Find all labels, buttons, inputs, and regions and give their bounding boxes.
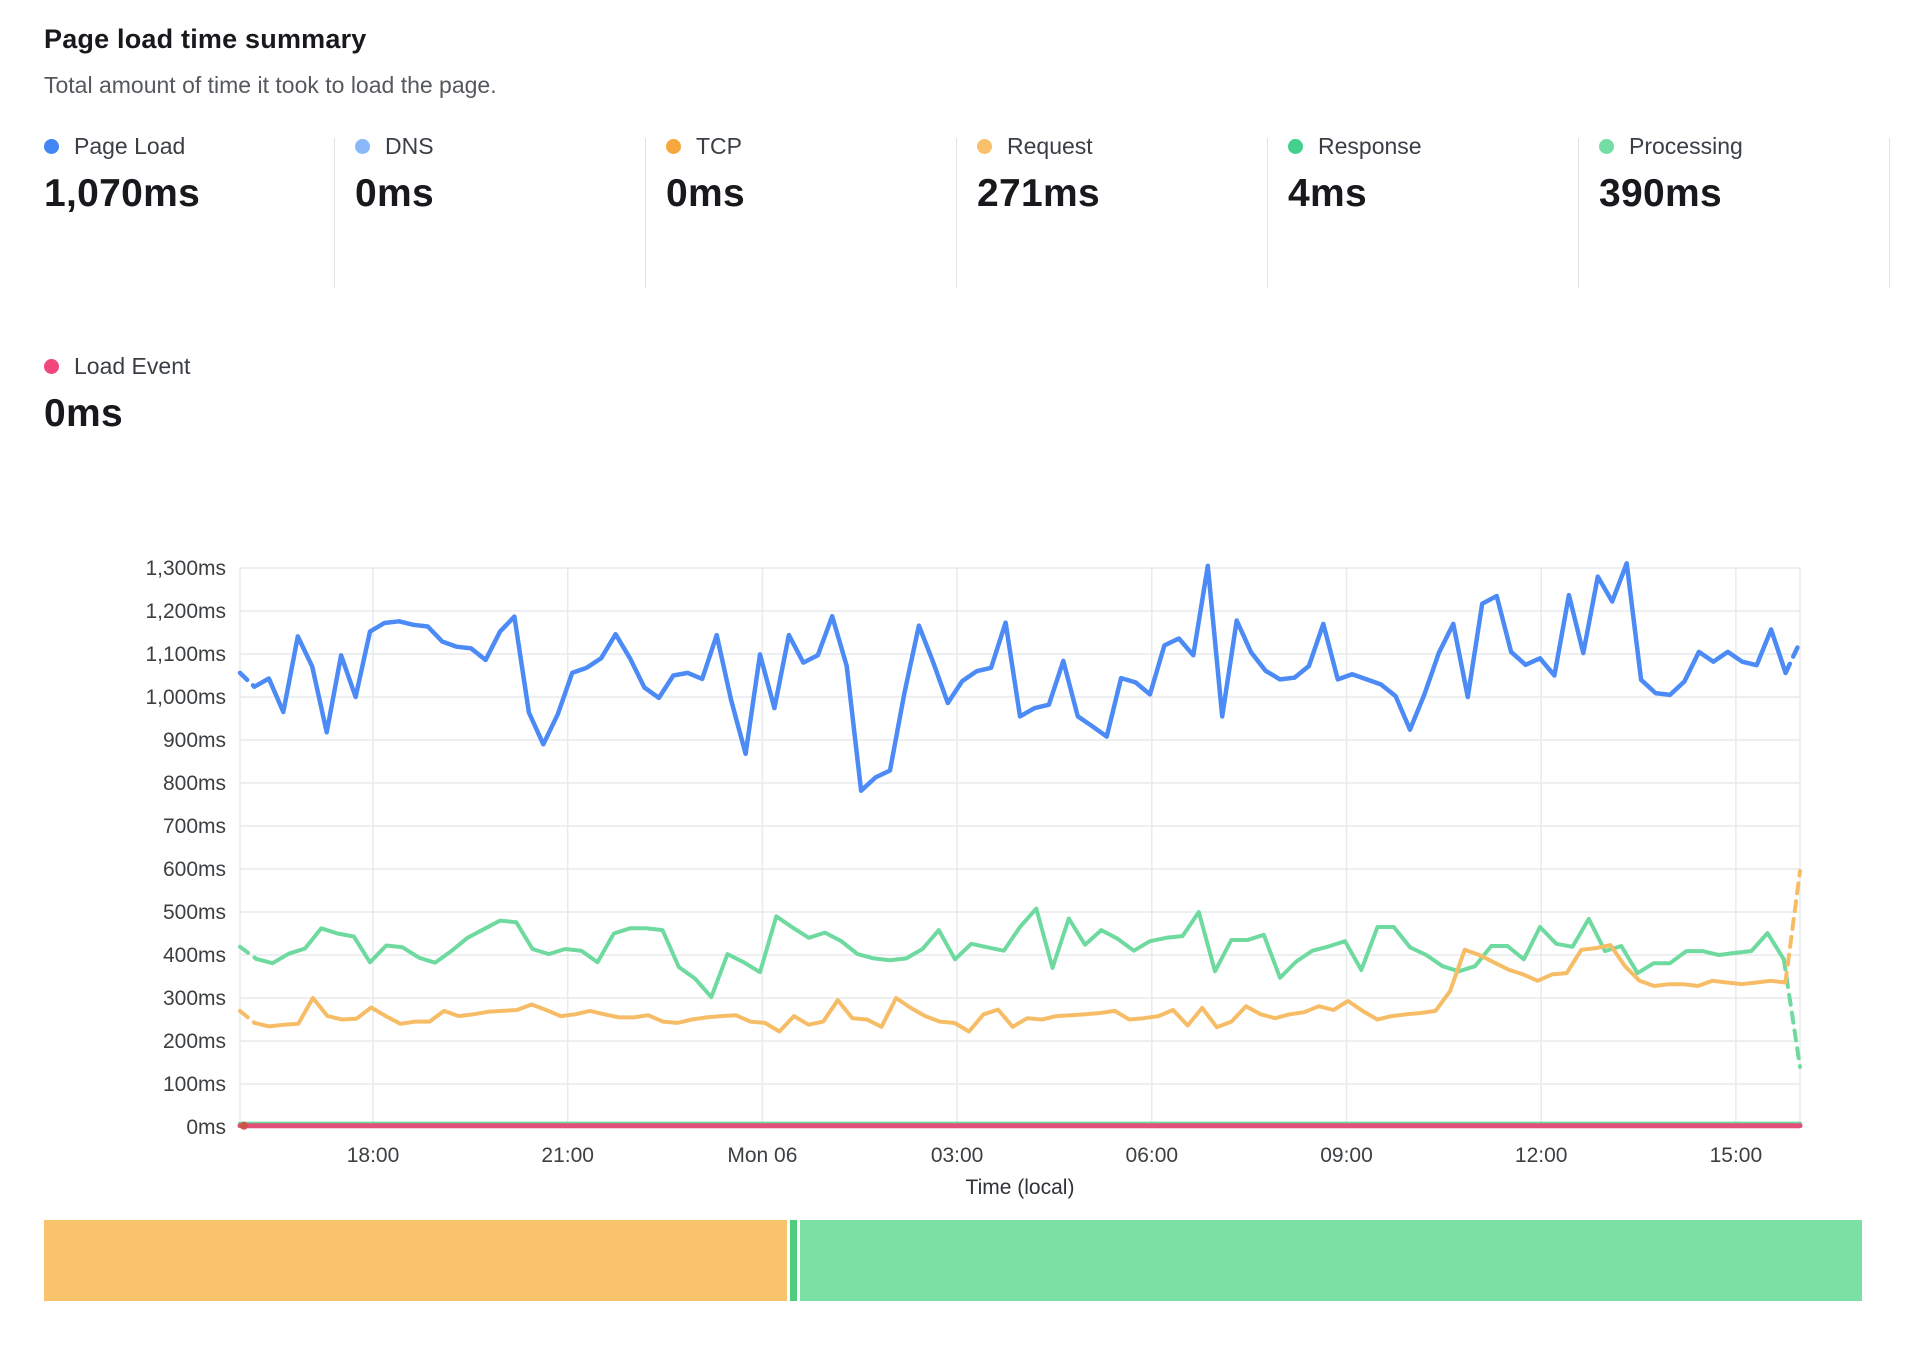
dns-legend-dot-icon — [355, 138, 370, 154]
stat-divider — [956, 138, 957, 288]
x-tick-label: 12:00 — [1515, 1144, 1568, 1167]
x-tick-label: 06:00 — [1126, 1144, 1179, 1167]
stat-divider — [1889, 138, 1890, 288]
x-tick-label: 21:00 — [541, 1144, 594, 1167]
request-value: 271ms — [977, 172, 1100, 215]
response-legend-dot-icon — [1288, 138, 1303, 154]
timeline-bar-gap — [797, 1220, 801, 1301]
stat-tcp: TCP 0ms — [666, 132, 745, 216]
y-tick-label: 700ms — [163, 815, 226, 838]
y-tick-label: 200ms — [163, 1030, 226, 1053]
stat-divider — [334, 138, 335, 288]
page-subtitle: Total amount of time it took to load the… — [44, 72, 497, 98]
series-page-load-dashed-start — [237, 670, 257, 689]
stat-dns: DNS 0ms — [355, 132, 434, 216]
series-page-load — [252, 561, 1788, 793]
y-tick-label: 1,300ms — [145, 557, 226, 580]
summary-stats-row-2: Load Event 0ms — [0, 352, 1910, 472]
processing-legend-dot-icon — [1599, 138, 1614, 154]
stat-load-event: Load Event 0ms — [44, 352, 190, 436]
y-tick-label: 0ms — [186, 1116, 226, 1139]
y-tick-label: 800ms — [163, 772, 226, 795]
timeline-bar-request-portion[interactable] — [44, 1220, 787, 1301]
load-event-legend-dot-icon — [44, 358, 59, 374]
request-legend-dot-icon — [977, 138, 992, 154]
y-tick-label: 100ms — [163, 1073, 226, 1096]
load-event-label: Load Event — [74, 352, 191, 379]
response-value: 4ms — [1288, 172, 1367, 215]
y-tick-label: 600ms — [163, 858, 226, 881]
x-axis-title: Time (local) — [966, 1176, 1075, 1199]
series-processing — [254, 906, 1786, 1000]
summary-stats-row: Page Load 1,070ms DNS 0ms TCP 0ms Request 271ms… — [0, 132, 1910, 252]
y-tick-label: 900ms — [163, 729, 226, 752]
y-tick-label: 1,200ms — [145, 600, 226, 623]
baseline-start-dot — [240, 1121, 248, 1130]
x-tick-label: 18:00 — [347, 1144, 400, 1167]
y-tick-label: 400ms — [163, 944, 226, 967]
y-tick-label: 1,100ms — [145, 643, 226, 666]
x-tick-label: Mon 06 — [727, 1144, 797, 1167]
timeline-bar-gap — [786, 1220, 790, 1301]
dns-value: 0ms — [355, 172, 434, 215]
page-load-value: 1,070ms — [44, 172, 201, 215]
tcp-value: 0ms — [666, 172, 745, 215]
y-tick-label: 1,000ms — [145, 686, 226, 709]
timeline-bar[interactable] — [44, 1220, 1862, 1301]
stat-processing: Processing 390ms — [1599, 132, 1743, 216]
x-tick-label: 09:00 — [1320, 1144, 1373, 1167]
stat-response: Response 4ms — [1288, 132, 1422, 216]
page-load-label: Page Load — [74, 132, 186, 159]
timeline-bar-processing-portion[interactable] — [800, 1220, 1862, 1301]
series-page-load-dashed-end — [1783, 639, 1803, 676]
series-request-dashed-end — [1783, 869, 1802, 985]
tcp-legend-dot-icon — [666, 138, 681, 154]
series-request — [252, 943, 1788, 1034]
y-tick-label: 500ms — [163, 901, 226, 924]
dns-label: DNS — [385, 132, 434, 159]
y-tick-label: 300ms — [163, 987, 226, 1010]
tcp-label: TCP — [696, 132, 742, 159]
page-load-legend-dot-icon — [44, 138, 59, 154]
processing-value: 390ms — [1599, 172, 1722, 215]
x-tick-label: 15:00 — [1710, 1144, 1763, 1167]
stat-divider — [645, 138, 646, 288]
stat-page-load: Page Load 1,070ms — [44, 132, 200, 216]
stat-request: Request 271ms — [977, 132, 1100, 216]
page-title: Page load time summary — [44, 24, 367, 54]
series-processing-dashed-start — [238, 944, 259, 961]
x-tick-label: 03:00 — [931, 1144, 984, 1167]
load-event-value: 0ms — [44, 392, 123, 435]
processing-label: Processing — [1629, 132, 1743, 159]
response-label: Response — [1318, 132, 1422, 159]
stat-divider — [1267, 138, 1268, 288]
request-label: Request — [1007, 132, 1093, 159]
timeline-bar-divider-sliver[interactable] — [789, 1220, 798, 1301]
series-request-dashed-start — [238, 1008, 257, 1025]
stat-divider — [1578, 138, 1579, 288]
